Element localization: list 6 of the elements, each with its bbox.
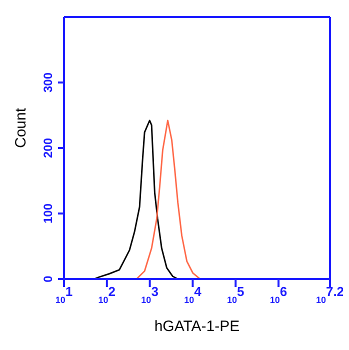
y-tick-label: 100 [41,203,55,224]
y-axis-title: Count [12,107,30,148]
y-tick-label: 300 [41,72,55,93]
x-axis-title: hGATA-1-PE [154,318,240,335]
y-tick-label: 0 [41,275,55,282]
y-tick-label: 200 [41,138,55,158]
